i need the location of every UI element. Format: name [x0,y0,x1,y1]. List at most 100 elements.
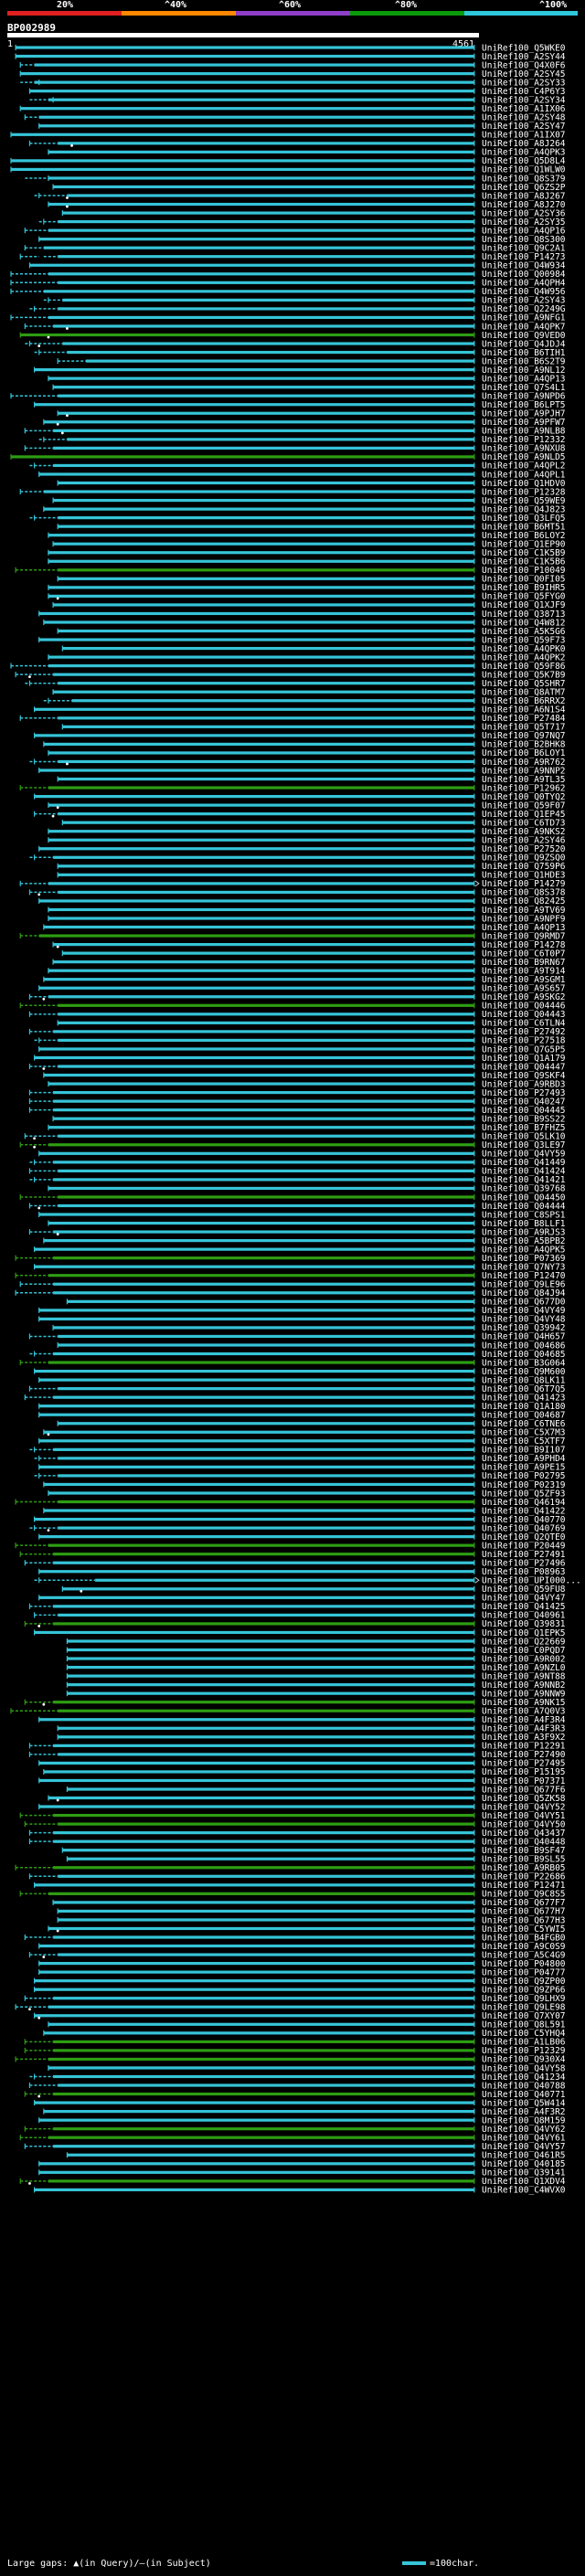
hit-row[interactable]: UniRef100_Q41425 [28,1602,566,1612]
hit-label[interactable]: UniRef100_A8J267 [482,191,566,201]
hit-row[interactable]: UniRef100_B2BHK8 [43,740,566,750]
hit-label[interactable]: UniRef100_Q7G5P5 [482,1044,566,1055]
hit-label[interactable]: UniRef100_B6LPT5 [482,400,566,410]
hit-row[interactable]: UniRef100_Q7S4L1 [52,383,566,393]
hit-row[interactable]: UniRef100_C5YHQ4 [43,2029,566,2039]
hit-alignment-bar[interactable] [53,2127,474,2131]
hit-row[interactable]: UniRef100_Q677H7 [57,1907,566,1917]
hit-alignment-bar[interactable] [48,917,474,920]
hit-label[interactable]: UniRef100_Q0TYQ2 [482,792,566,802]
hit-label[interactable]: UniRef100_Q59WE9 [482,496,566,506]
hit-alignment-bar[interactable] [58,220,474,224]
hit-alignment-bar[interactable] [43,490,474,493]
hit-label[interactable]: UniRef100_Q5ZK58 [482,1794,566,1804]
hit-alignment-bar[interactable] [38,1465,474,1468]
hit-label[interactable]: UniRef100_A9RJS3 [482,1227,566,1237]
hit-row[interactable]: UniRef100_Q1XJF9 [52,600,566,610]
hit-row[interactable]: UniRef100_A4QPK5 [33,1245,566,1255]
hit-alignment-bar[interactable] [58,1422,474,1426]
hit-alignment-bar[interactable] [58,1474,474,1478]
hit-row[interactable]: UniRef100_C6TNE6 [57,1419,566,1429]
hit-label[interactable]: UniRef100_Q00984 [482,270,566,280]
hit-alignment-bar[interactable] [67,1648,474,1652]
hit-label[interactable]: UniRef100_Q5T717 [482,723,566,733]
hit-label[interactable]: UniRef100_A9C0S9 [482,1942,566,1952]
hit-alignment-bar[interactable] [53,960,474,964]
hit-row[interactable]: UniRef100_P14278 [52,940,566,950]
hit-row[interactable]: UniRef100_Q84J94 [15,1288,566,1299]
hit-alignment-bar[interactable] [53,1622,474,1626]
hit-label[interactable]: UniRef100_A9PHD4 [482,1454,566,1464]
hit-label[interactable]: UniRef100_P12470 [482,1271,566,1281]
hit-alignment-bar[interactable] [58,716,474,720]
hit-label[interactable]: UniRef100_B9SS22 [482,1114,566,1124]
hit-label[interactable]: UniRef100_Q9C8S5 [482,1890,566,1900]
hit-row[interactable]: UniRef100_A2SY44 [15,52,566,62]
hit-label[interactable]: UniRef100_A5C4G9 [482,1950,566,1960]
hit-alignment-bar[interactable] [58,1065,474,1068]
hit-row[interactable]: UniRef100_Q677F6 [66,1785,566,1795]
hit-row[interactable]: UniRef100_A4F3R4 [38,1715,566,1725]
hit-alignment-bar[interactable] [58,577,474,580]
hit-row[interactable]: UniRef100_P02319 [43,1480,566,1490]
hit-row[interactable]: UniRef100_A5K5G6 [57,627,566,637]
hit-row[interactable]: UniRef100_Q41422 [43,1506,566,1516]
hit-row[interactable]: UniRef100_B9I107 [29,1446,566,1456]
hit-label[interactable]: UniRef100_P07371 [482,1776,566,1786]
hit-alignment-bar[interactable] [43,1239,474,1243]
hit-label[interactable]: UniRef100_Q4W934 [482,261,566,271]
hit-alignment-bar[interactable] [48,150,474,154]
hit-alignment-bar[interactable] [43,1509,474,1512]
hit-label[interactable]: UniRef100_A5BPB2 [482,1236,566,1246]
hit-alignment-bar[interactable] [53,1161,474,1164]
hit-row[interactable]: UniRef100_Q40961 [33,1611,566,1621]
hit-label[interactable]: UniRef100_Q4JDJ4 [482,339,566,349]
hit-alignment-bar[interactable] [58,281,474,284]
hit-label[interactable]: UniRef100_B9SF47 [482,1846,566,1856]
hit-row[interactable]: UniRef100_Q39831 [24,1619,566,1629]
hit-row[interactable]: UniRef100_A4QPH4 [10,279,566,289]
hit-alignment-bar[interactable] [62,821,474,824]
hit-label[interactable]: UniRef100_Q4X0F6 [482,60,566,70]
hit-alignment-bar[interactable] [11,167,474,172]
hit-row[interactable]: UniRef100_P12291 [28,1742,566,1752]
hit-row[interactable]: UniRef100_Q39942 [52,1323,566,1333]
hit-alignment-bar[interactable] [58,1526,474,1530]
hit-label[interactable]: UniRef100_Q41425 [482,1602,566,1612]
hit-label[interactable]: UniRef100_Q9ZP66 [482,1985,566,1995]
hit-label[interactable]: UniRef100_Q3LFQ5 [482,514,566,524]
hit-alignment-bar[interactable] [58,1822,474,1826]
hit-alignment-bar[interactable] [58,1012,474,1016]
hit-label[interactable]: UniRef100_A4QP13 [482,923,566,933]
hit-row[interactable]: UniRef100_P08963 [38,1567,566,1577]
hit-label[interactable]: UniRef100_A9R762 [482,758,566,768]
hit-row[interactable]: UniRef100_A8J267 [34,191,566,201]
hit-row[interactable]: UniRef100_Q5SHR7 [25,679,566,689]
hit-row[interactable]: UniRef100_Q41423 [24,1393,566,1403]
hit-row[interactable]: UniRef100_Q4VY61 [19,2134,566,2144]
hit-row[interactable]: UniRef100_Q9M600 [33,1367,566,1377]
hit-row[interactable]: UniRef100_Q04446 [19,1002,566,1012]
hit-label[interactable]: UniRef100_Q1WLW0 [482,165,566,175]
hit-alignment-bar[interactable] [58,411,474,415]
hit-label[interactable]: UniRef100_A8J270 [482,200,566,210]
hit-row[interactable]: UniRef100_Q4VY58 [48,2063,566,2073]
hit-row[interactable]: UniRef100_A1IX06 [19,104,566,114]
hit-label[interactable]: UniRef100_A1IX06 [482,104,566,114]
hit-row[interactable]: UniRef100_A9TV69 [48,906,566,916]
hit-row[interactable]: UniRef100_Q759P6 [57,862,566,872]
hit-row[interactable]: UniRef100_C6T0P7 [61,949,566,959]
hit-label[interactable]: UniRef100_Q4VY52 [482,1802,566,1812]
hit-row[interactable]: UniRef100_B6LOY2 [48,531,566,541]
hit-row[interactable]: UniRef100_Q04687 [38,1411,566,1421]
hit-alignment-bar[interactable] [53,185,474,189]
hit-alignment-bar[interactable] [34,80,474,84]
hit-alignment-bar[interactable] [43,1482,474,1487]
hit-alignment-bar[interactable] [58,1203,474,1208]
hit-row[interactable]: UniRef100_Q4VY47 [38,1594,566,1604]
hit-alignment-bar[interactable] [38,2118,474,2122]
hit-row[interactable]: UniRef100_B8LLF1 [48,1219,566,1229]
hit-label[interactable]: UniRef100_A2SY33 [482,78,566,88]
hit-label[interactable]: UniRef100_Q9VED0 [482,331,566,341]
hit-label[interactable]: UniRef100_P14273 [482,252,566,262]
